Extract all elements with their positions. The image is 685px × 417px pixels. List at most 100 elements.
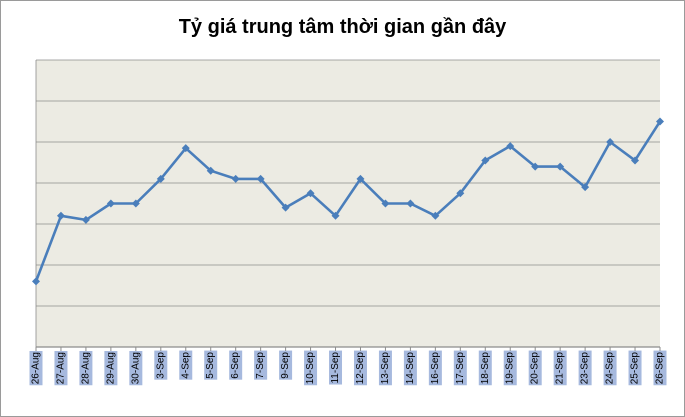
data-point <box>656 117 664 126</box>
x-tick-highlight <box>528 350 542 386</box>
x-tick: 16-Sep <box>428 350 442 386</box>
x-tick-highlight <box>578 350 592 386</box>
chart-title: Tỷ giá trung tâm thời gian gần đây <box>178 16 507 38</box>
data-point <box>206 166 215 175</box>
x-tick-highlight <box>279 350 293 380</box>
x-tick: 4-Sep <box>179 350 193 380</box>
data-point <box>406 199 415 208</box>
x-tick-label: 30-Aug <box>130 352 141 384</box>
x-tick-highlight <box>553 350 567 386</box>
x-tick-highlight <box>154 350 168 380</box>
data-point <box>56 211 65 220</box>
data-markers <box>32 117 664 286</box>
x-tick: 10-Sep <box>304 350 318 386</box>
x-tick: 6-Sep <box>229 350 243 380</box>
x-tick-highlight <box>403 350 417 386</box>
x-tick-label: 28-Aug <box>80 352 91 384</box>
x-tick: 18-Sep <box>478 350 492 386</box>
x-tick-label: 10-Sep <box>305 352 316 385</box>
x-tick-highlight <box>603 350 617 386</box>
x-axis: 26-Aug 27-Aug 28-Aug 29-Aug 30-Aug 3-Sep 4-Sep… <box>29 347 667 386</box>
x-tick: 27-Aug <box>54 351 68 386</box>
x-tick-highlight <box>54 351 68 386</box>
x-tick-label: 25-Sep <box>630 352 641 385</box>
x-tick-label: 4-Sep <box>180 352 191 379</box>
x-tick: 19-Sep <box>503 350 517 386</box>
x-tick-highlight <box>478 350 492 386</box>
x-tick: 20-Sep <box>528 350 542 386</box>
x-tick-label: 13-Sep <box>380 352 391 385</box>
data-point <box>32 277 40 286</box>
x-tick-highlight <box>254 350 268 380</box>
data-point <box>131 199 140 208</box>
x-tick-highlight <box>304 350 318 386</box>
x-tick-label: 5-Sep <box>205 352 216 379</box>
plot-area <box>36 60 660 347</box>
x-tick: 25-Sep <box>628 350 642 386</box>
data-point <box>606 138 615 146</box>
x-tick: 3-Sep <box>154 350 168 380</box>
x-tick-label: 14-Sep <box>405 352 416 385</box>
data-point <box>281 203 290 212</box>
x-tick-highlight <box>29 351 43 386</box>
x-tick-label: 6-Sep <box>230 352 241 379</box>
data-point <box>156 174 165 183</box>
x-tick-label: 12-Sep <box>355 352 366 385</box>
x-tick-label: 24-Sep <box>605 352 616 385</box>
x-tick-label: 26-Sep <box>655 352 666 385</box>
x-tick: 17-Sep <box>453 350 467 386</box>
x-tick-label: 19-Sep <box>505 352 516 385</box>
data-point <box>431 211 440 220</box>
x-tick-highlight <box>204 350 218 380</box>
x-tick-label: 23-Sep <box>580 352 591 385</box>
x-tick-highlight <box>79 351 93 386</box>
x-tick: 23-Sep <box>578 350 592 386</box>
data-point <box>631 156 640 165</box>
data-point <box>506 142 515 151</box>
x-tick: 30-Aug <box>129 351 143 386</box>
data-point <box>231 174 240 183</box>
x-tick: 7-Sep <box>254 350 268 380</box>
x-tick-highlight <box>453 350 467 386</box>
x-tick: 28-Aug <box>79 351 93 386</box>
x-tick: 9-Sep <box>279 350 293 380</box>
x-tick-label: 18-Sep <box>480 352 491 385</box>
x-tick-highlight <box>628 350 642 386</box>
x-tick-highlight <box>378 350 392 386</box>
x-tick-highlight <box>129 351 143 386</box>
data-point <box>581 183 590 192</box>
x-tick-highlight <box>104 351 118 386</box>
x-tick-label: 21-Sep <box>555 352 566 385</box>
x-tick-highlight <box>503 350 517 386</box>
x-tick: 26-Sep <box>653 350 667 386</box>
data-point <box>306 189 315 198</box>
x-tick-label: 20-Sep <box>530 352 541 385</box>
x-tick-highlight <box>353 350 367 386</box>
data-point <box>256 174 265 183</box>
x-tick-highlight <box>179 350 193 380</box>
x-tick-highlight <box>329 350 343 385</box>
x-tick: 26-Aug <box>29 351 43 386</box>
x-tick: 5-Sep <box>204 350 218 380</box>
data-point <box>456 189 465 198</box>
data-point <box>356 174 365 183</box>
x-tick-label: 17-Sep <box>455 352 466 385</box>
data-point <box>531 162 540 171</box>
x-tick-label: 3-Sep <box>155 352 166 379</box>
data-point <box>81 215 90 224</box>
x-tick-label: 16-Sep <box>430 352 441 385</box>
data-point <box>106 199 115 208</box>
x-tick-highlight <box>653 350 667 386</box>
x-tick-label: 29-Aug <box>105 352 116 384</box>
gridlines <box>35 59 660 348</box>
data-point <box>381 199 390 208</box>
x-tick-highlight <box>229 350 243 380</box>
data-point <box>481 156 490 165</box>
series-line <box>34 120 662 282</box>
x-tick-label: 11-Sep <box>330 352 341 384</box>
data-point <box>331 211 340 220</box>
x-tick: 11-Sep <box>329 350 343 385</box>
x-tick: 21-Sep <box>553 350 567 386</box>
x-tick: 14-Sep <box>403 350 417 386</box>
